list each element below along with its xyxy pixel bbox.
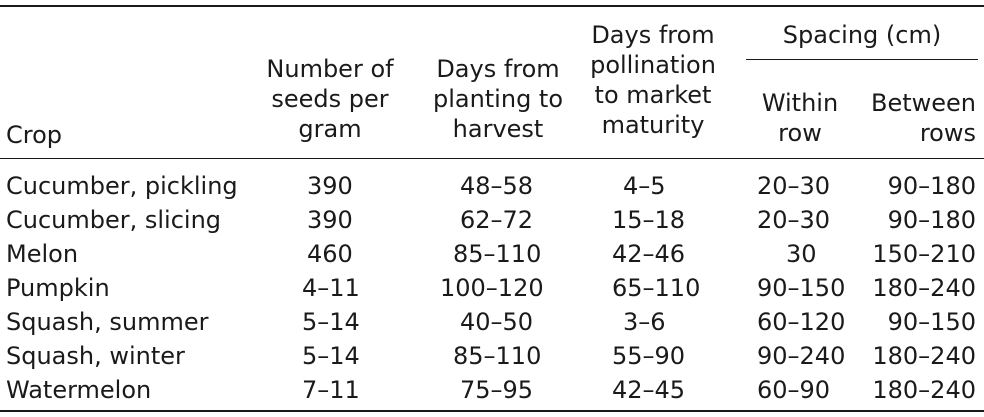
cell-within: 90–240 [757,342,846,370]
cell-crop: Squash, winter [6,342,185,370]
cell-between: 150–210 [872,240,976,268]
table-bottom-rule [0,410,984,412]
header-days-planting-to-harvest: Days from planting to harvest [432,55,564,143]
cell-crop: Cucumber, pickling [6,172,238,200]
cell-between: 90–180 [887,206,976,234]
table-row: Cucumber, pickling 390 48–58 4–5 20–30 9… [0,169,984,203]
spacing-group-rule [746,59,978,60]
cell-within: 20–30 [757,172,831,200]
header-seeds-per-gram: Number of seeds per gram [266,55,394,143]
cell-between: 180–240 [872,376,976,404]
cell-pollination: 3–6 [623,308,666,336]
table-row: Squash, summer 5–14 40–50 3–6 60–120 90–… [0,305,984,339]
cell-planting: 48–58 [460,172,534,200]
cell-between: 180–240 [872,342,976,370]
cell-seeds: 460 [307,240,353,268]
cell-within: 20–30 [757,206,831,234]
cell-seeds: 7–11 [302,376,360,404]
cell-seeds: 390 [307,172,353,200]
cell-crop: Watermelon [6,376,152,404]
cell-pollination: 55–90 [612,342,686,370]
header-spacing-group: Spacing (cm) [782,21,942,49]
cell-within: 60–120 [757,308,846,336]
cell-planting: 85–110 [453,342,542,370]
cell-within: 60–90 [757,376,831,404]
cell-pollination: 42–45 [612,376,686,404]
header-days-pollination-to-maturity: Days from pollination to market maturity [590,21,716,139]
cell-planting: 100–120 [440,274,544,302]
cell-planting: 40–50 [460,308,534,336]
cell-planting: 75–95 [460,376,534,404]
cell-planting: 85–110 [453,240,542,268]
cell-crop: Cucumber, slicing [6,206,222,234]
cell-seeds: 4–11 [302,274,360,302]
table-header-rule [0,158,984,159]
cell-crop: Squash, summer [6,308,209,336]
header-between-rows: Between rows [870,89,976,147]
cell-seeds: 5–14 [302,342,360,370]
cell-between: 90–150 [887,308,976,336]
header-crop: Crop [6,121,63,149]
table-row: Cucumber, slicing 390 62–72 15–18 20–30 … [0,203,984,237]
cell-pollination: 15–18 [612,206,686,234]
cell-within: 90–150 [757,274,846,302]
table-row: Melon 460 85–110 42–46 30 150–210 [0,237,984,271]
cell-between: 180–240 [872,274,976,302]
cell-between: 90–180 [887,172,976,200]
table-row: Squash, winter 5–14 85–110 55–90 90–240 … [0,339,984,373]
cell-planting: 62–72 [460,206,534,234]
header-within-row: Within row [761,89,839,147]
cell-pollination: 65–110 [612,274,701,302]
table-top-rule [0,5,984,7]
cell-seeds: 390 [307,206,353,234]
cell-within: 30 [786,240,817,268]
cell-seeds: 5–14 [302,308,360,336]
table-row: Watermelon 7–11 75–95 42–45 60–90 180–24… [0,373,984,407]
cell-pollination: 4–5 [623,172,666,200]
cell-crop: Pumpkin [6,274,110,302]
cell-crop: Melon [6,240,79,268]
cell-pollination: 42–46 [612,240,686,268]
table-row: Pumpkin 4–11 100–120 65–110 90–150 180–2… [0,271,984,305]
